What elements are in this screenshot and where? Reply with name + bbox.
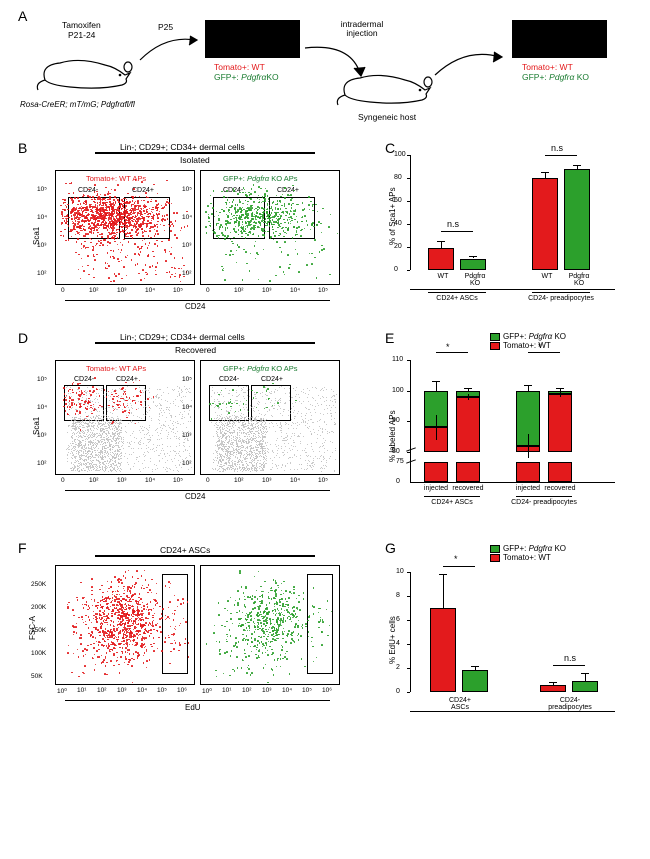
scatter-d-left: Tomato+: WT APs CD24- CD24+ (55, 360, 195, 475)
legend-swatch (490, 342, 500, 350)
box2-green: GFP+: Pdgfrα KO (522, 72, 589, 82)
mouse-icon (330, 60, 440, 115)
panelB-title: Lin-; CD29+; CD34+ dermal cells (120, 142, 245, 152)
scatter-f-left (55, 565, 195, 685)
legend-g: GFP+: Pdgfrα KO Tomato+: WT (490, 544, 566, 562)
title-underline (95, 342, 315, 344)
xlabel-b: CD24 (185, 302, 205, 311)
barchart-c: % of Sca1+ APs 020406080100WTPdgfrα KOCD… (410, 155, 625, 290)
d-right-title: GFP+: Pdgfrα KO APs (223, 364, 298, 373)
b-left-title: Tomato+: WT APs (86, 174, 146, 183)
blackbox-1 (205, 20, 300, 58)
legend-swatch (490, 333, 500, 341)
scatter-b-left: Tomato+: WT APs CD24- CD24+ (55, 170, 195, 285)
barchart-g: % EdU+ cells 0246810CD24+ ASCs*CD24- pre… (410, 572, 625, 712)
legend-item: Tomato+: WT (490, 341, 566, 350)
gate-cd24pos: CD24+ (277, 187, 299, 194)
panel-label-f: F (18, 540, 27, 556)
intradermal-label: intradermalinjection (332, 20, 392, 38)
legend-e: GFP+: Pdgfrα KO Tomato+: WT (490, 332, 566, 350)
legend-swatch (490, 545, 500, 553)
legend-label: Tomato+: WT (503, 341, 551, 350)
legend-label: GFP+: Pdgfrα KO (503, 544, 566, 553)
legend-item: Tomato+: WT (490, 553, 566, 562)
box2-red: Tomato+: WT (522, 62, 573, 72)
legend-swatch (490, 554, 500, 562)
d-left-title: Tomato+: WT APs (86, 364, 146, 373)
gate-cd24pos: CD24+ (116, 376, 138, 383)
axis-line (65, 300, 330, 301)
mouse1-genotype: Rosa-CreER; mT/mG; Pdgfrαfl/fl (20, 100, 135, 109)
axis-line (65, 700, 330, 701)
xlabel-f: EdU (185, 703, 201, 712)
panelF-title: CD24+ ASCs (160, 545, 210, 555)
panel-label-a: A (18, 8, 27, 24)
title-underline (95, 555, 315, 557)
arrow-icon (135, 30, 205, 70)
scatter-b-right: GFP+: Pdgfrα KO APs CD24- CD24+ (200, 170, 340, 285)
legend-item: GFP+: Pdgfrα KO (490, 544, 566, 553)
gate-cd24neg: CD24- (219, 376, 239, 383)
xlabel-d: CD24 (185, 492, 205, 501)
syngeneic-label: Syngeneic host (358, 112, 416, 122)
gate-cd24pos: CD24+ (261, 376, 283, 383)
panelB-subtitle: Isolated (180, 155, 210, 165)
panelD-subtitle: Recovered (175, 345, 216, 355)
scatter-d-right: GFP+: Pdgfrα KO APs CD24- CD24+ (200, 360, 340, 475)
gate-cd24pos: CD24+ (132, 187, 154, 194)
legend-item: GFP+: Pdgfrα KO (490, 332, 566, 341)
blackbox-2 (512, 20, 607, 58)
tamoxifen-days: P21-24 (68, 30, 95, 40)
gate-box (162, 574, 188, 674)
legend-label: Tomato+: WT (503, 553, 551, 562)
b-right-title: GFP+: Pdgfrα KO APs (223, 174, 298, 183)
axis-line (65, 490, 330, 491)
box1-red: Tomato+: WT (214, 62, 265, 72)
mouse-icon (30, 45, 140, 100)
scatter-f-right (200, 565, 340, 685)
panel-label-g: G (385, 540, 396, 556)
tamoxifen-label: Tamoxifen (62, 20, 101, 30)
arrow-icon (430, 45, 510, 85)
p25-label: P25 (158, 22, 173, 32)
y-axis (410, 155, 411, 270)
box1-green: GFP+: PdgfrαKO (214, 72, 279, 82)
legend-label: GFP+: Pdgfrα KO (503, 332, 566, 341)
barchart-e: % labeled APs 8090100110075injectedrecov… (410, 360, 625, 505)
gate-cd24neg: CD24- (74, 376, 94, 383)
y-axis (410, 572, 411, 692)
panel-label-e: E (385, 330, 394, 346)
panel-label-d: D (18, 330, 28, 346)
panelD-title: Lin-; CD29+; CD34+ dermal cells (120, 332, 245, 342)
panel-label-b: B (18, 140, 27, 156)
title-underline (95, 152, 315, 154)
